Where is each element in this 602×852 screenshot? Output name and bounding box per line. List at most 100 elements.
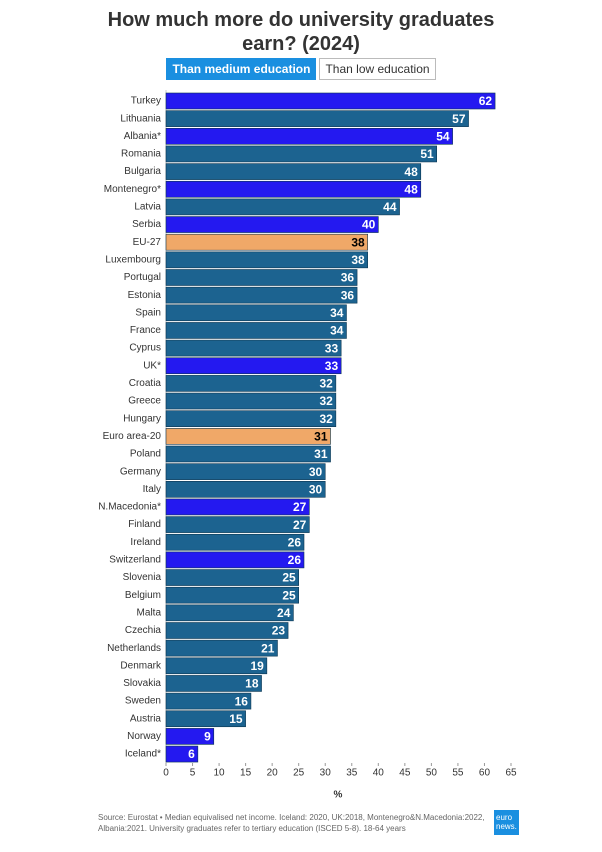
y-tick-label: Latvia — [134, 202, 161, 213]
value-label: 30 — [309, 482, 323, 496]
value-label: 57 — [452, 112, 466, 126]
x-tick-label: 25 — [293, 768, 305, 779]
y-tick-label: Spain — [135, 307, 161, 318]
bar — [165, 392, 337, 410]
x-tick-label: 30 — [320, 768, 332, 779]
y-tick-label: Hungary — [123, 413, 161, 424]
bar — [165, 357, 342, 375]
bar — [165, 322, 347, 339]
bar — [165, 339, 342, 357]
bar — [165, 622, 289, 639]
bar — [165, 216, 379, 233]
bar — [165, 516, 310, 533]
value-label: 24 — [277, 606, 291, 620]
x-tick-label: 20 — [267, 768, 279, 779]
bar — [165, 180, 422, 198]
value-label: 6 — [188, 747, 195, 761]
tab[interactable]: Than medium education — [166, 58, 317, 80]
value-label: 33 — [325, 341, 339, 355]
value-label: 31 — [314, 430, 328, 444]
y-tick-label: Lithuania — [120, 113, 161, 124]
x-tick-label: 60 — [479, 768, 491, 779]
value-label: 48 — [404, 182, 418, 196]
bar — [165, 110, 469, 127]
bar — [165, 251, 368, 269]
y-tick-label: N.Macedonia* — [98, 502, 161, 513]
y-tick-label: Malta — [137, 607, 162, 618]
y-tick-label: Netherlands — [107, 643, 161, 654]
bar — [165, 286, 358, 304]
y-tick-label: Germany — [120, 466, 161, 477]
y-tick-label: Iceland* — [125, 749, 161, 760]
bar — [165, 639, 278, 657]
y-tick-label: Turkey — [131, 96, 161, 107]
x-tick-label: 0 — [163, 768, 169, 779]
value-label: 21 — [261, 641, 275, 655]
value-label: 36 — [341, 271, 355, 285]
value-label: 30 — [309, 465, 323, 479]
value-label: 44 — [383, 200, 397, 214]
value-label: 51 — [420, 147, 434, 161]
value-label: 26 — [288, 535, 302, 549]
bar — [165, 269, 358, 286]
bar — [165, 675, 262, 692]
y-tick-label: France — [130, 325, 162, 336]
y-tick-label: Slovenia — [123, 572, 162, 583]
value-label: 26 — [288, 553, 302, 567]
y-tick-label: Albania* — [124, 131, 161, 142]
y-tick-label: Poland — [130, 449, 161, 460]
bar — [165, 657, 268, 675]
y-tick-label: Serbia — [132, 219, 161, 230]
x-tick-label: 5 — [190, 768, 196, 779]
bar — [165, 533, 305, 551]
logo: euro news. — [494, 810, 519, 835]
y-tick-label: Slovakia — [123, 678, 161, 689]
bar — [165, 463, 326, 480]
value-label: 32 — [319, 377, 333, 391]
x-tick-label: 15 — [240, 768, 252, 779]
value-label: 32 — [319, 394, 333, 408]
value-label: 25 — [282, 571, 296, 585]
y-tick-label: Bulgaria — [124, 166, 161, 177]
bar — [165, 375, 337, 392]
value-label: 48 — [404, 165, 418, 179]
bar — [165, 410, 337, 428]
value-label: 38 — [351, 235, 365, 249]
value-label: 27 — [293, 518, 307, 532]
y-tick-label: Austria — [130, 713, 162, 724]
tab[interactable]: Than low education — [319, 58, 436, 80]
bar — [165, 198, 400, 216]
x-axis-label: % — [334, 790, 343, 801]
bar — [165, 692, 252, 710]
bar — [165, 304, 347, 322]
value-label: 33 — [325, 359, 339, 373]
y-tick-label: Finland — [128, 519, 161, 530]
y-tick-label: Romania — [121, 149, 161, 160]
value-label: 19 — [250, 659, 264, 673]
bar — [165, 92, 496, 110]
y-tick-label: Belgium — [125, 590, 161, 601]
y-tick-label: Montenegro* — [104, 184, 161, 195]
bar — [165, 498, 310, 516]
y-tick-label: Sweden — [125, 696, 161, 707]
x-tick-label: 10 — [214, 768, 226, 779]
bar — [165, 586, 299, 604]
bar — [165, 569, 299, 586]
y-tick-label: Luxembourg — [105, 254, 161, 265]
bar — [165, 445, 331, 463]
value-label: 34 — [330, 324, 344, 338]
value-label: 9 — [204, 730, 211, 744]
value-label: 31 — [314, 447, 328, 461]
value-label: 62 — [479, 94, 493, 108]
logo-text: news. — [496, 822, 517, 831]
y-tick-label: EU-27 — [133, 237, 162, 248]
value-label: 38 — [351, 253, 365, 267]
y-tick-label: Czechia — [125, 625, 162, 636]
value-label: 27 — [293, 500, 307, 514]
value-label: 16 — [235, 694, 249, 708]
value-label: 54 — [436, 129, 450, 143]
bar — [165, 710, 246, 728]
bar — [165, 604, 294, 622]
x-tick-label: 65 — [505, 768, 517, 779]
